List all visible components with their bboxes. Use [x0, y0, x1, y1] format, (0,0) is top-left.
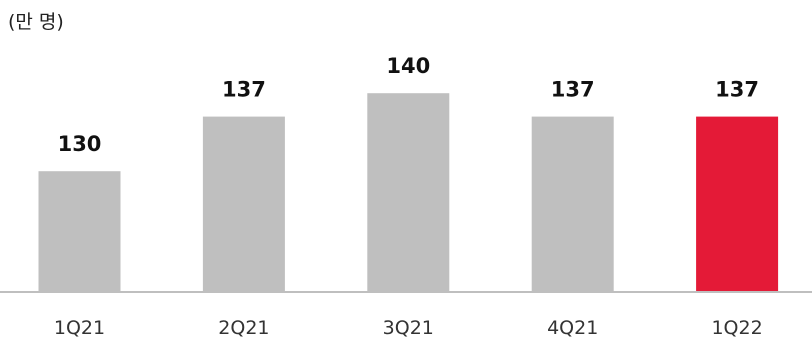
bar-1q22 [696, 116, 779, 292]
value-labels-group: 130 137 140 137 137 [58, 54, 759, 156]
category-label-1q21: 1Q21 [54, 317, 105, 339]
category-label-2q21: 2Q21 [218, 317, 269, 339]
bars-group [38, 93, 779, 292]
value-label-1q21: 130 [58, 132, 102, 156]
category-labels-group: 1Q21 2Q21 3Q21 4Q21 1Q22 [54, 317, 763, 339]
bar-2q21 [202, 116, 285, 292]
value-label-2q21: 137 [222, 78, 266, 102]
value-label-4q21: 137 [551, 78, 595, 102]
bar-1q21 [38, 171, 121, 292]
bar-3q21 [367, 93, 450, 292]
category-label-1q22: 1Q22 [711, 317, 762, 339]
category-label-4q21: 4Q21 [547, 317, 598, 339]
value-label-1q22: 137 [715, 78, 759, 102]
bar-4q21 [531, 116, 614, 292]
unit-label: (만 명) [8, 11, 64, 33]
category-label-3q21: 3Q21 [383, 317, 434, 339]
value-label-3q21: 140 [386, 54, 430, 78]
